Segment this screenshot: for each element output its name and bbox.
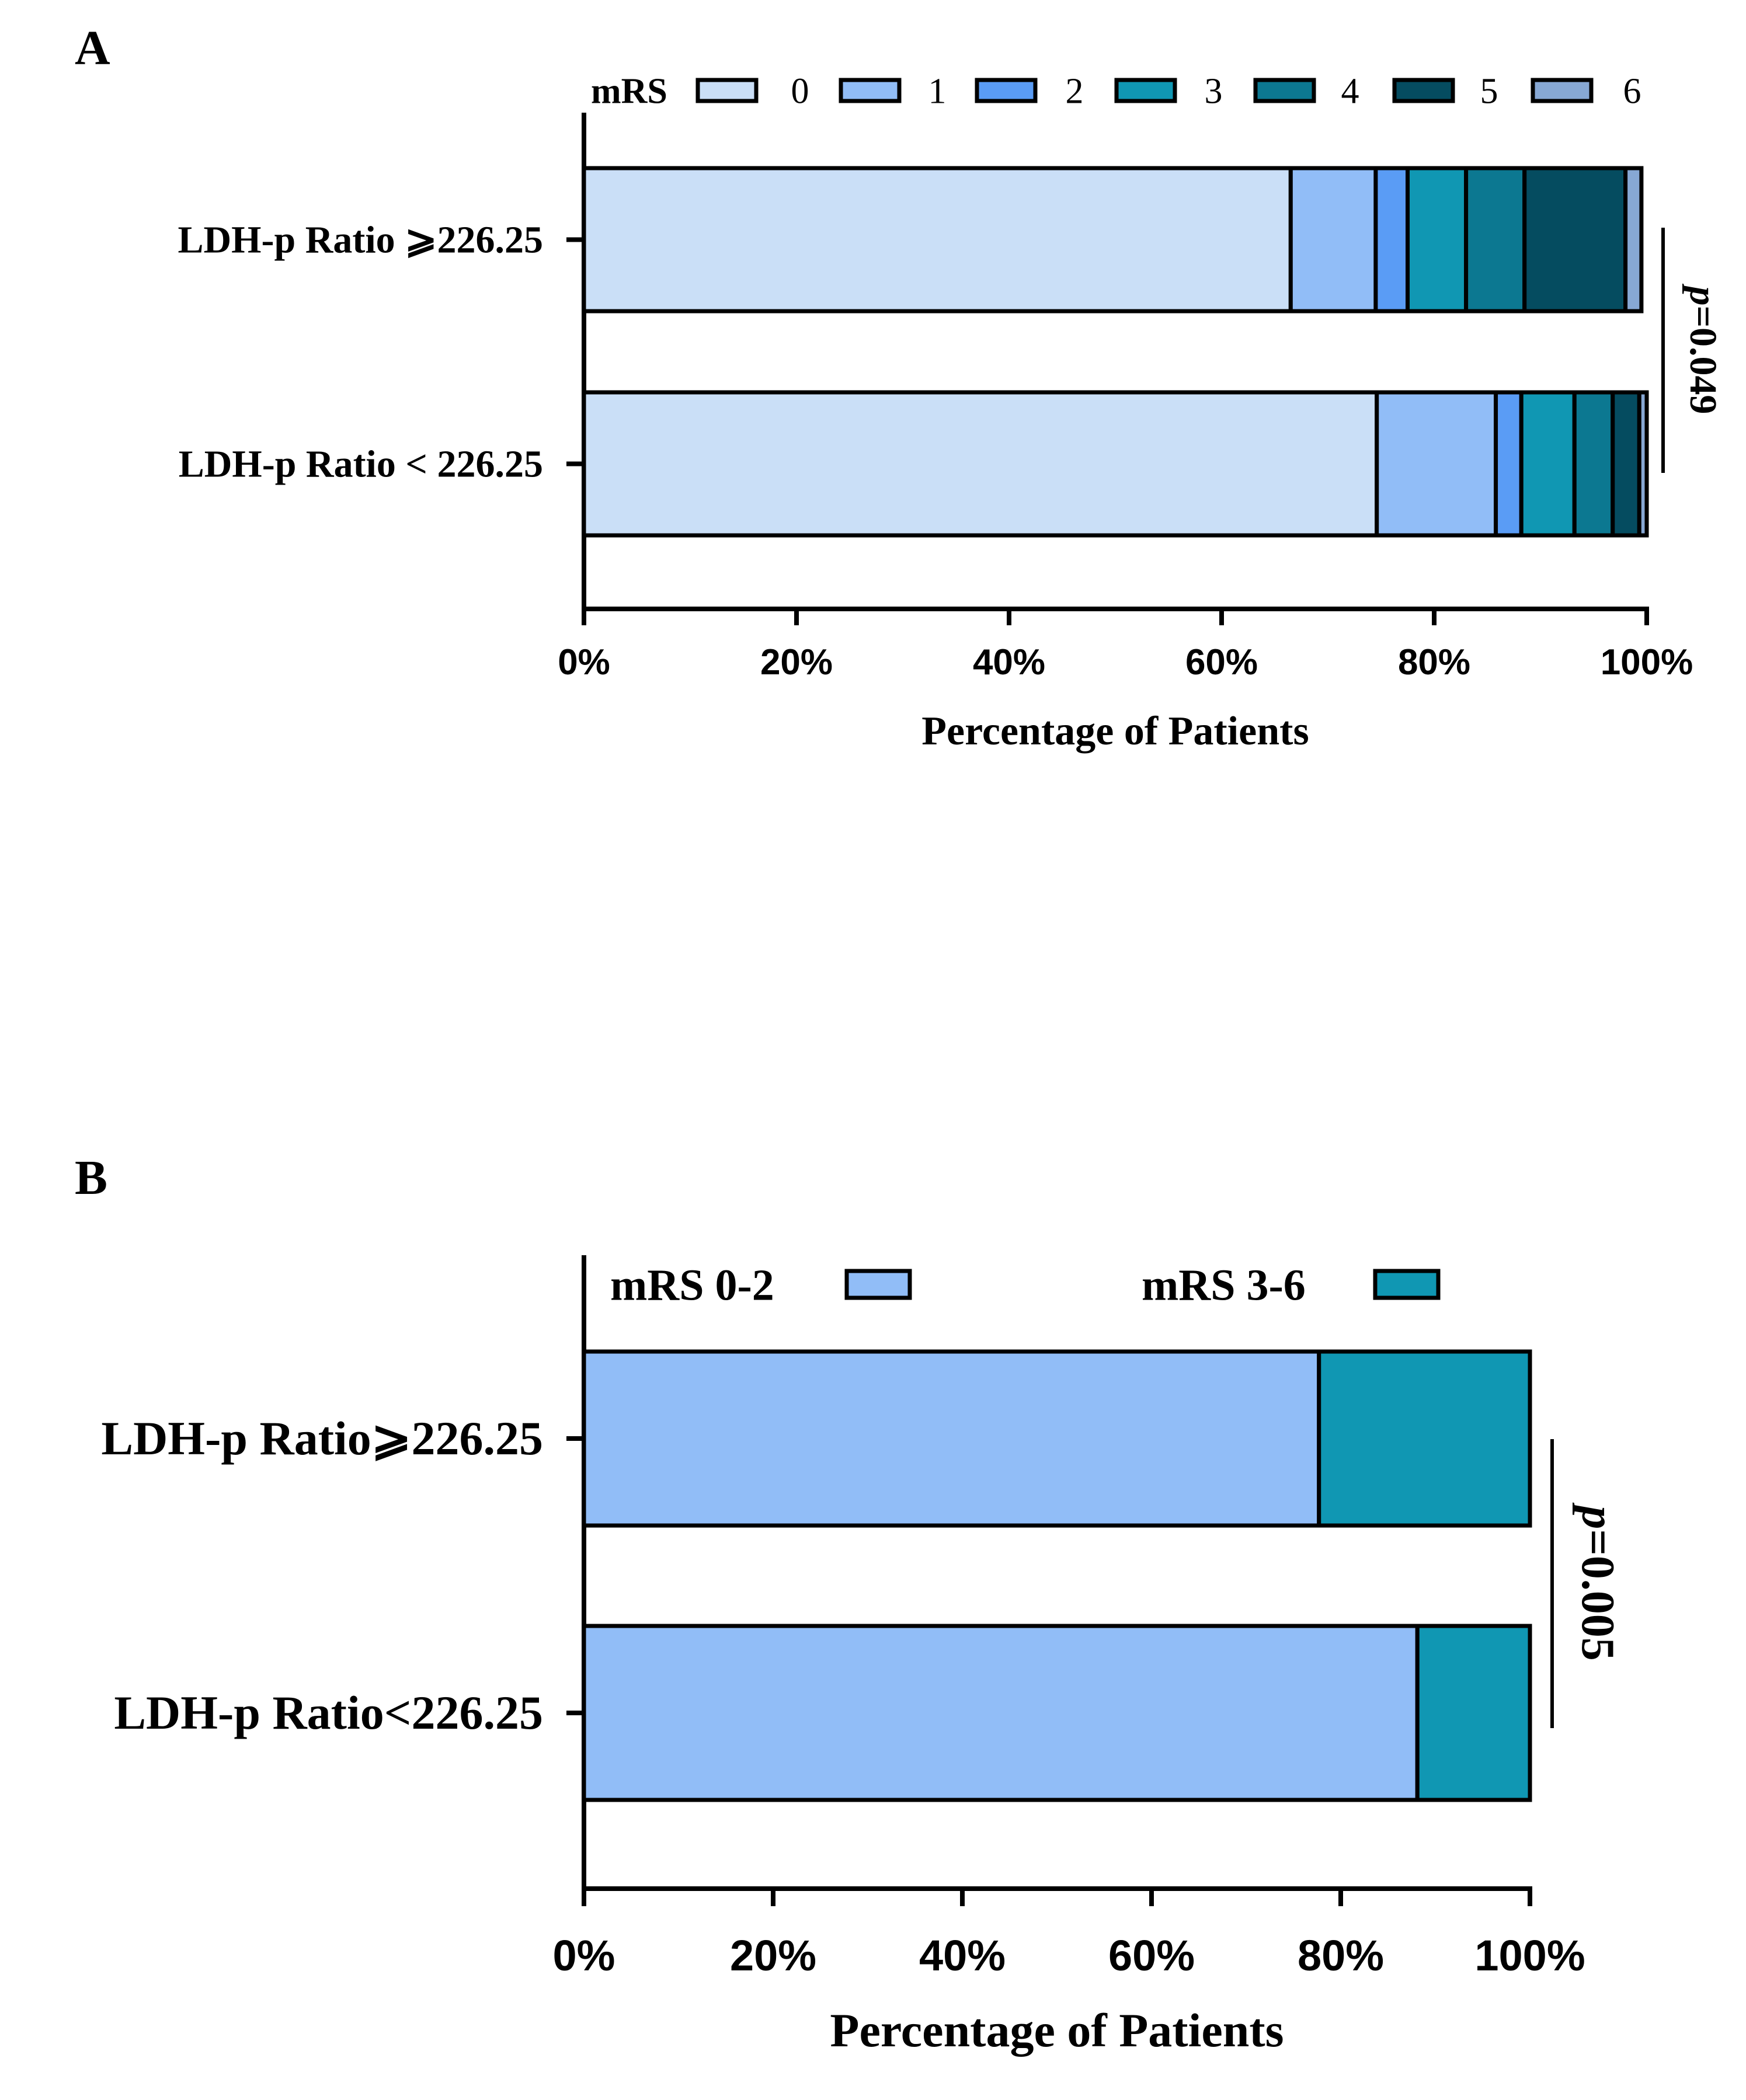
legend-swatch xyxy=(975,78,1038,103)
legend-label: 3 xyxy=(1205,72,1223,112)
y-tick-label: LDH-p Ratio ⩾226.25 xyxy=(178,218,544,261)
x-axis-title: Percentage of Patients xyxy=(830,2004,1284,2057)
bar-segment xyxy=(1494,390,1524,538)
bar-segment xyxy=(1611,390,1641,538)
x-tick-label: 0% xyxy=(553,1931,615,1980)
bar-segment xyxy=(582,1349,1321,1528)
y-tick-label: LDH-p Ratio < 226.25 xyxy=(179,443,543,485)
bar-segment xyxy=(1375,390,1498,538)
x-axis-title: Percentage of Patients xyxy=(921,709,1309,754)
bar-segment xyxy=(582,390,1379,538)
panel-b-chart: 0% 20% 40% 60% 80% 100% Percentage of Patients… xyxy=(101,1255,1623,2057)
x-tick-label: 80% xyxy=(1298,1931,1384,1980)
legend-swatch xyxy=(1373,1269,1441,1300)
p-value-annotation: p=0.005 xyxy=(1572,1502,1623,1661)
y-tick-label: LDH-p Ratio⩾226.25 xyxy=(101,1412,543,1465)
legend-swatch xyxy=(839,78,902,103)
legend-title: mRS xyxy=(591,72,667,112)
legend-label: 4 xyxy=(1341,72,1359,112)
legend-swatch xyxy=(1253,78,1316,103)
bar-segment xyxy=(582,166,1293,314)
legend-swatch xyxy=(695,78,759,103)
p-value-annotation: p=0.049 xyxy=(1682,283,1724,414)
panel-b-letter: B xyxy=(75,1151,107,1205)
legend-label: 2 xyxy=(1066,72,1084,112)
bar-segment xyxy=(1288,166,1378,314)
x-tick-label: 100% xyxy=(1474,1931,1585,1980)
x-tick-label: 60% xyxy=(1108,1931,1195,1980)
bar-segment xyxy=(582,1624,1420,1802)
x-tick-label: 80% xyxy=(1398,642,1470,682)
bar-segment xyxy=(1637,390,1649,538)
x-tick-label: 0% xyxy=(558,642,610,682)
x-tick-label: 40% xyxy=(919,1931,1006,1980)
legend-swatch xyxy=(1392,78,1455,103)
bar-segment xyxy=(1623,166,1644,314)
x-tick-label: 100% xyxy=(1601,642,1693,682)
legend-swatch xyxy=(1114,78,1177,103)
x-tick-label: 20% xyxy=(730,1931,816,1980)
x-tick-label: 60% xyxy=(1185,642,1258,682)
bar-segment xyxy=(1406,166,1469,314)
legend-label: mRS 0-2 xyxy=(610,1261,774,1310)
x-tick-label: 20% xyxy=(760,642,833,682)
legend-label: 5 xyxy=(1480,72,1498,112)
bar-segment xyxy=(1572,390,1615,538)
bar-segment xyxy=(1317,1349,1532,1528)
bar-segment xyxy=(1522,166,1628,314)
legend-swatch xyxy=(1531,78,1594,103)
bar-segment xyxy=(1519,390,1577,538)
legend-label: mRS 3-6 xyxy=(1142,1261,1306,1310)
legend-swatch xyxy=(844,1269,912,1300)
bar-segment xyxy=(1464,166,1527,314)
y-tick-label: LDH-p Ratio<226.25 xyxy=(114,1686,543,1739)
bar-segment xyxy=(1415,1624,1532,1802)
bar-segment xyxy=(1373,166,1410,314)
x-tick-label: 40% xyxy=(973,642,1045,682)
panel-a-chart: 0% 20% 40% 60% 80% 100% Percentage of Patients… xyxy=(178,72,1725,754)
legend-label: 1 xyxy=(928,72,947,112)
legend-label: 0 xyxy=(791,72,809,112)
legend-label: 6 xyxy=(1623,72,1641,112)
panel-a-letter: A xyxy=(75,21,110,75)
